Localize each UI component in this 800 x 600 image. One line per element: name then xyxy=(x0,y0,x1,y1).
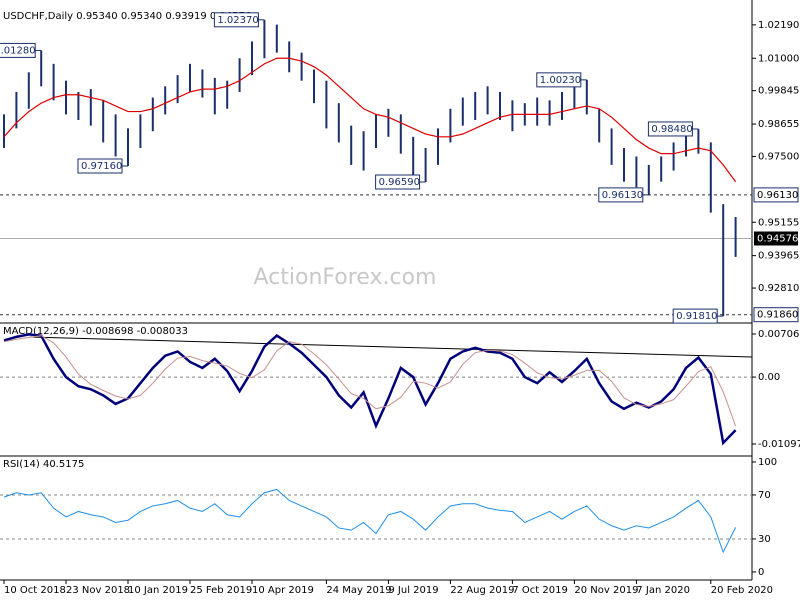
panel-title: USDCHF,Daily 0.95340 0.95340 0.93919 0.9… xyxy=(3,11,251,22)
level-label-box xyxy=(753,187,799,203)
x-tick-label: 10 Jan 2019 xyxy=(128,585,188,596)
trend-line xyxy=(29,336,753,358)
value-label: 0.98480 xyxy=(651,124,692,135)
y-tick-label: 0.00 xyxy=(758,372,780,383)
x-tick-label: 7 Jan 2020 xyxy=(636,585,690,596)
y-tick-label: 0 xyxy=(758,567,764,578)
value-label: 0.96130 xyxy=(602,190,643,201)
y-tick-label: 0.92810 xyxy=(758,283,799,294)
x-tick-label: 23 Nov 2018 xyxy=(66,585,130,596)
y-tick-label: 0.97500 xyxy=(758,151,799,162)
last-price-box xyxy=(754,231,798,246)
value-label: 1.02370 xyxy=(217,15,258,26)
value-label-box xyxy=(536,72,582,88)
y-tick-label: 100 xyxy=(758,457,777,468)
series-line xyxy=(3,488,737,554)
value-label-box xyxy=(0,42,36,58)
value-label-box xyxy=(672,308,718,324)
x-tick-label: 25 Feb 2019 xyxy=(190,585,252,596)
y-tick-label: 0.95155 xyxy=(758,217,799,228)
level-label-box xyxy=(753,307,799,323)
y-tick-label: 1.01000 xyxy=(758,53,799,64)
y-tick-label: 0.98655 xyxy=(758,119,799,130)
series-line xyxy=(3,333,737,446)
y-tick-label: 0.93965 xyxy=(758,251,799,262)
series-line xyxy=(3,57,737,183)
level-label: 0.96130 xyxy=(757,190,798,201)
x-tick-label: 20 Nov 2019 xyxy=(574,585,638,596)
series-line xyxy=(3,335,737,427)
value-label: 0.91810 xyxy=(676,311,717,322)
value-label-box xyxy=(213,12,259,28)
x-tick-label: 10 Oct 2018 xyxy=(4,585,66,596)
x-tick-label: 9 Jul 2019 xyxy=(388,585,438,596)
y-tick-label: 70 xyxy=(758,490,771,501)
value-label: 0.96590 xyxy=(379,177,420,188)
x-tick-label: 10 Apr 2019 xyxy=(252,585,314,596)
x-tick-label: 20 Feb 2020 xyxy=(711,585,773,596)
value-label: 1.01280 xyxy=(0,45,36,56)
x-tick-label: 7 Oct 2019 xyxy=(512,585,567,596)
value-label-box xyxy=(375,174,421,190)
y-tick-label: 0.99845 xyxy=(758,86,799,97)
last-price-label: 0.94576 xyxy=(757,234,798,245)
value-label: 1.00230 xyxy=(540,75,581,86)
value-label-box xyxy=(598,187,644,203)
panel-title: MACD(12,26,9) -0.008698 -0.008033 xyxy=(3,326,188,337)
y-tick-label: -0.010975 xyxy=(758,439,800,450)
watermark: ActionForex.com xyxy=(254,265,437,290)
y-tick-label: 30 xyxy=(758,534,771,545)
panel-title: RSI(14) 40.5175 xyxy=(3,459,84,470)
y-tick-label: 1.02190 xyxy=(758,20,799,31)
x-tick-label: 22 Aug 2019 xyxy=(450,585,514,596)
value-label-box xyxy=(647,121,693,137)
y-tick-label: 0.007066 xyxy=(758,329,800,340)
value-label-box xyxy=(77,158,123,174)
level-label: 0.91860 xyxy=(757,310,798,321)
value-label: 0.97160 xyxy=(81,161,122,172)
x-tick-label: 24 May 2019 xyxy=(326,585,391,596)
